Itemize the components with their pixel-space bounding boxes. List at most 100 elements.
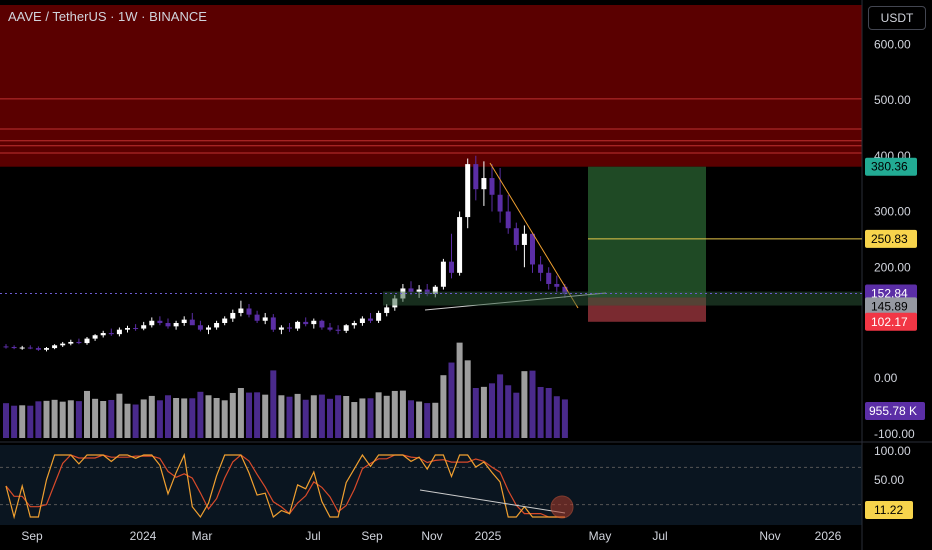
volume-bar (270, 370, 277, 438)
candle (238, 308, 244, 313)
stoch-value-label: 11.22 (874, 503, 903, 517)
candle (254, 314, 260, 321)
candle (481, 178, 487, 190)
y-tick-label: 300.00 (874, 205, 911, 219)
candle (181, 319, 187, 323)
candle (125, 328, 130, 330)
volume-bar (302, 399, 309, 438)
stoch-k-line (5, 452, 565, 520)
x-tick-label: Nov (421, 529, 442, 543)
volume-bar (84, 390, 90, 438)
volume-bar (19, 405, 26, 438)
volume-bar (456, 342, 463, 438)
candle (197, 325, 203, 330)
candle (246, 308, 252, 315)
volume-bar (416, 401, 423, 438)
volume-bar (286, 396, 293, 438)
candle (116, 329, 122, 335)
volume-bar (205, 395, 212, 438)
volume-bar (375, 392, 382, 438)
currency-selector[interactable]: USDT (868, 6, 926, 30)
candle (343, 325, 349, 331)
candle (222, 318, 228, 323)
price-badge-label: 102.17 (871, 315, 908, 329)
volume-bar (521, 371, 528, 438)
volume-bar (165, 395, 171, 438)
candle (165, 323, 171, 327)
candle (287, 327, 292, 329)
candle (278, 327, 284, 330)
stoch-pane-bg (0, 445, 862, 525)
candle (141, 325, 147, 329)
candle (11, 346, 17, 349)
chart-title: AAVE / TetherUS · 1W · BINANCE (8, 9, 207, 24)
volume-tick-label: -100.00 (874, 427, 915, 441)
volume-bar (561, 399, 568, 438)
candle (384, 307, 390, 313)
candle (230, 312, 236, 319)
candle (133, 328, 139, 330)
volume-bar (35, 401, 42, 438)
volume-bar (262, 394, 269, 438)
candle (327, 327, 333, 330)
downtrend-line (489, 162, 579, 309)
volume-bar (197, 391, 204, 438)
candle (100, 333, 106, 336)
x-tick-label: Sep (361, 529, 383, 543)
candle (303, 321, 309, 325)
volume-value-badge (865, 402, 925, 420)
axes-layer: 600.00500.00400.00300.00200.000.00-100.0… (21, 37, 925, 543)
volume-bar (489, 383, 495, 438)
candle (68, 341, 74, 344)
volume-bar (278, 395, 285, 438)
volume-bar (181, 398, 188, 438)
candle (335, 329, 341, 331)
candle (295, 321, 301, 329)
candles-layer (3, 155, 568, 352)
resistance-zone (0, 5, 862, 167)
candle (521, 233, 527, 245)
volume-tick-label: 0.00 (874, 371, 898, 385)
volume-bar (383, 395, 390, 438)
volume-bar (246, 392, 252, 438)
overlays-layer (0, 162, 862, 311)
x-tick-label: 2025 (475, 529, 502, 543)
volume-bar (27, 405, 34, 438)
volume-bar (92, 398, 99, 438)
volume-bar (43, 400, 50, 438)
candle (44, 348, 49, 350)
volume-bar (59, 401, 66, 438)
stoch-highlight-circle (550, 495, 574, 519)
y-tick-label: 600.00 (874, 37, 911, 51)
volume-bar (100, 401, 107, 438)
volume-bar (132, 404, 139, 438)
volume-bar (391, 390, 398, 438)
candle (432, 286, 438, 295)
x-tick-label: Jul (652, 529, 667, 543)
candle (76, 341, 82, 344)
volume-bar (367, 398, 374, 438)
volume-bar (432, 402, 439, 438)
candle (270, 317, 276, 330)
volume-bar (343, 396, 350, 438)
price-badge-label: 152.84 (871, 287, 908, 301)
volume-bar (351, 402, 358, 438)
volume-bar (472, 388, 479, 438)
price-badge (865, 229, 917, 248)
candle (546, 272, 552, 284)
stoch-rsi-layer (0, 452, 862, 520)
candle (262, 317, 268, 321)
x-tick-label: 2024 (130, 529, 157, 543)
candle (505, 211, 511, 229)
volume-bar (11, 405, 18, 438)
stoch-tick-label: 50.00 (874, 473, 904, 487)
price-badge (865, 157, 917, 176)
candle (149, 320, 155, 326)
candle (359, 318, 365, 323)
volume-bar (67, 400, 74, 438)
candle (376, 312, 382, 321)
volume-bar (3, 403, 9, 438)
volume-bar (497, 374, 504, 438)
